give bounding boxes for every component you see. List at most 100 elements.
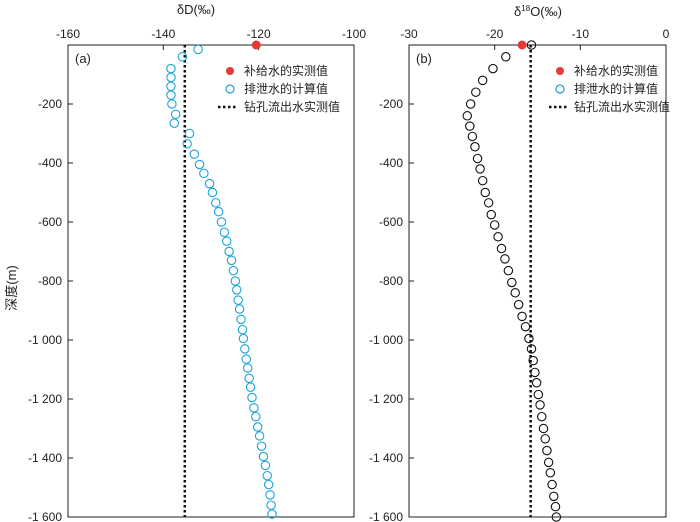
discharge-point [537, 411, 547, 422]
discharge-point [486, 209, 496, 220]
discharge-point [184, 128, 195, 139]
discharge-point [221, 236, 232, 246]
discharge-point [528, 355, 538, 366]
discharge-point [241, 354, 252, 364]
panel-label-a: (a) [75, 51, 91, 66]
marks-a [166, 40, 277, 519]
discharge-point [267, 509, 277, 519]
discharge-point [245, 382, 256, 392]
discharge-point [550, 501, 561, 512]
x-axis-title-b: δ18O(‰) [514, 4, 562, 19]
y-tick-label: -400 [38, 156, 62, 170]
marks-b [462, 40, 562, 522]
discharge-point [535, 400, 545, 410]
discharge-point [530, 367, 540, 378]
y-tick-label: -200 [38, 97, 62, 111]
discharge-point [467, 131, 478, 142]
discharge-point [540, 434, 550, 444]
discharge-point [488, 63, 498, 74]
discharge-point [503, 265, 514, 276]
discharge-point [520, 321, 531, 332]
discharge-point [249, 403, 259, 413]
y-tick-label: -600 [379, 215, 403, 229]
discharge-point [549, 491, 559, 502]
discharge-point [526, 40, 537, 50]
legend-a: 补给水的实测值 排泄水的计算值 钻孔流出水实测值 [218, 63, 340, 114]
discharge-point [251, 411, 261, 422]
discharge-point [472, 153, 483, 164]
legend-marker-recharge-b [556, 67, 564, 75]
discharge-point [477, 75, 488, 86]
discharge-point [510, 288, 520, 298]
x-tick-label: -10 [572, 27, 590, 41]
discharge-point [263, 479, 274, 490]
y-ticks-b: -200 -400 -600 -800 -1 000 -1 200 -1 400 -1 600 [369, 97, 414, 522]
discharge-point [166, 90, 176, 100]
discharge-point [166, 63, 176, 74]
discharge-point [465, 99, 476, 109]
panel-a: δD(‰) (a) -160 -140 -120 -100 -200-400-600-… [28, 2, 366, 522]
discharge-point [224, 246, 234, 257]
discharge-point [507, 277, 517, 288]
x-tick-label: -140 [151, 27, 175, 41]
discharge-point [462, 111, 473, 121]
discharge-point [471, 87, 481, 97]
discharge-point [258, 451, 269, 462]
legend-marker-recharge-a [226, 67, 234, 75]
discharge-point [182, 139, 192, 149]
discharge-point [236, 314, 246, 325]
discharge-point [166, 72, 176, 83]
discharge-point [483, 198, 494, 208]
legend-label-discharge-b: 排泄水的计算值 [574, 81, 658, 96]
y-tick-label: -1 200 [369, 392, 403, 406]
discharge-point [501, 52, 511, 62]
discharge-point [496, 243, 507, 254]
x-tick-label: -160 [56, 27, 80, 41]
legend-label-recharge-a: 补给水的实测值 [244, 63, 328, 78]
discharge-point [266, 500, 276, 510]
discharge-point [207, 187, 218, 198]
y-tick-label: -1 600 [28, 510, 62, 522]
y-tick-label: -1 000 [28, 333, 62, 347]
discharge-point [247, 392, 257, 403]
discharge-point [167, 99, 177, 109]
discharge-point [213, 206, 224, 217]
discharge-point [254, 431, 265, 441]
discharge-point [240, 344, 250, 354]
legend-label-recharge-b: 补给水的实测值 [574, 63, 658, 78]
legend-marker-discharge-a [225, 84, 235, 94]
legend-marker-discharge-b [555, 84, 565, 94]
x-tick-label: -20 [486, 27, 504, 41]
discharge-point [470, 142, 480, 152]
discharge-point [551, 512, 562, 522]
y-tick-label: -800 [379, 274, 403, 288]
panel-b: δ18O(‰) (b) -30 -20 -10 0 -200-400-600-800-… [369, 4, 670, 522]
panel-label-b: (b) [416, 51, 432, 66]
y-tick-label: -1 400 [369, 451, 403, 465]
discharge-point [194, 159, 205, 170]
discharge-point [265, 490, 275, 500]
discharge-point [234, 304, 245, 314]
discharge-point [513, 299, 524, 310]
discharge-point [538, 423, 549, 434]
discharge-point [500, 254, 510, 264]
discharge-point [230, 276, 241, 286]
discharge-point [533, 389, 544, 400]
discharge-point [260, 460, 271, 471]
discharge-point [204, 178, 215, 189]
discharge-point [489, 220, 500, 230]
discharge-point [517, 311, 527, 322]
discharge-point [242, 363, 253, 373]
discharge-point [252, 422, 263, 432]
discharge-point [465, 121, 475, 131]
legend-label-borehole-a: 钻孔流出水实测值 [244, 99, 340, 114]
discharge-point [256, 441, 267, 451]
discharge-point [542, 445, 552, 456]
discharge-point [531, 378, 542, 388]
plot-frame-a [67, 44, 355, 518]
x-ticks-b: -30 -20 -10 0 [400, 27, 670, 50]
discharge-point [231, 285, 242, 295]
discharge-point [545, 467, 556, 478]
discharge-point [199, 168, 209, 179]
